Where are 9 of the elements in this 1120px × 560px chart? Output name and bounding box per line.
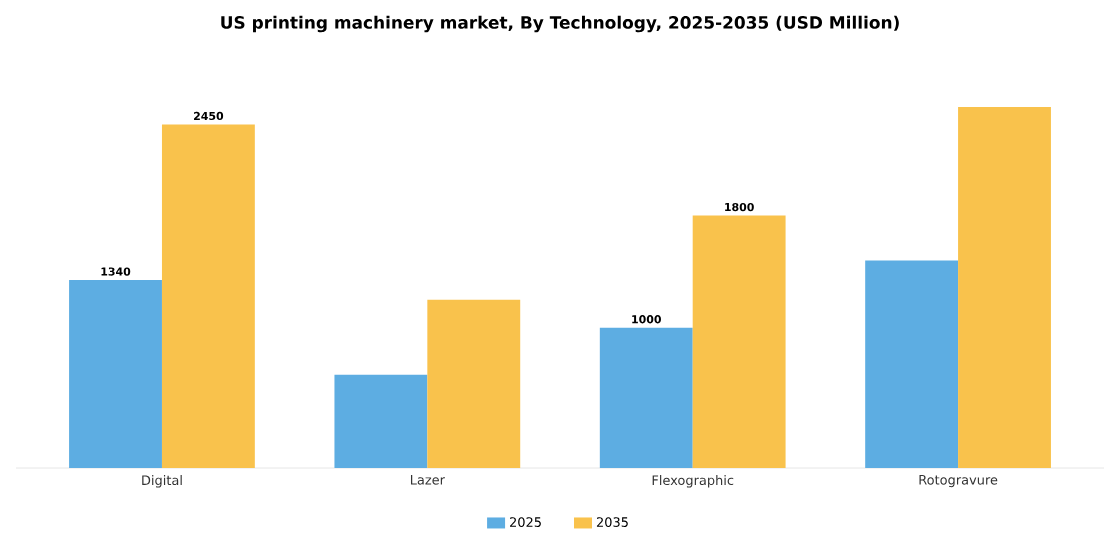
bar [692,215,786,468]
bar [69,280,162,468]
bar [334,374,428,468]
bar [161,124,255,468]
bar [427,299,521,468]
bar [958,106,1051,468]
bar [599,327,693,468]
bar [865,260,959,468]
chart-title: US printing machinery market, By Technology, 2025-2035 (USD Million) [221,15,899,33]
